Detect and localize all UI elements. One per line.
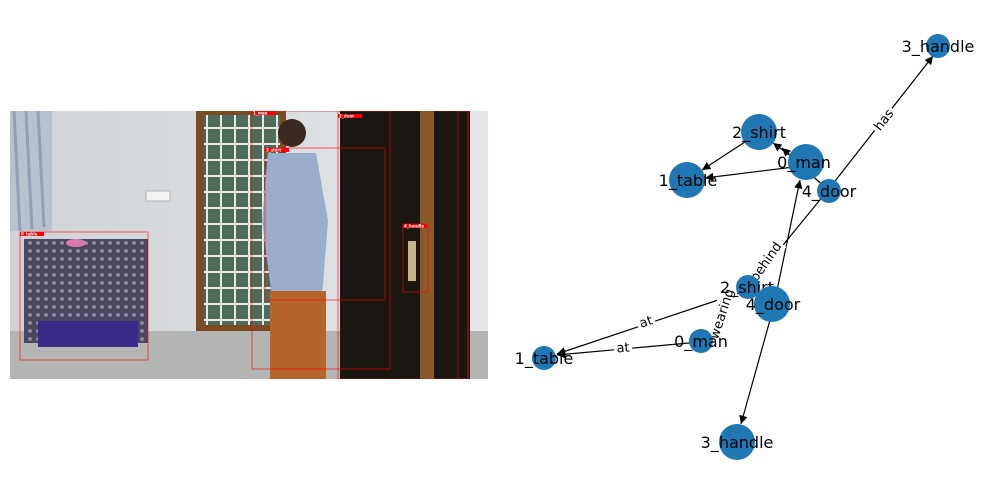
door-handle <box>408 241 416 281</box>
table-base <box>38 321 138 347</box>
box-shirt <box>264 147 386 301</box>
node-label-0-man-top: 0_man <box>777 153 831 173</box>
edge-label-at-2: at <box>616 340 630 356</box>
node-3-handle-bot[interactable] <box>719 424 755 460</box>
node-1-table-bot[interactable] <box>532 346 556 370</box>
edge-man-table-top <box>704 165 803 182</box>
edge-shirt-table-top <box>701 139 749 171</box>
node-2-shirt-bot[interactable] <box>736 275 760 299</box>
box-man <box>251 111 391 370</box>
node-label-4-door-bot: 4_door <box>746 295 801 315</box>
node-label-2-shirt-top: 2_shirt <box>732 123 786 143</box>
box-tag-shirt: 3_shirt <box>266 148 281 153</box>
node-2-shirt-top[interactable] <box>741 114 777 150</box>
node-3-handle-top[interactable] <box>926 34 950 58</box>
node-label-3-handle-bot: 3_handle <box>701 433 774 453</box>
box-tag-handle: 4_handle <box>404 224 424 229</box>
scene-photo: 0_table 1_man 2_door 3_shirt 4_handle <box>10 111 488 379</box>
man-dhoti <box>270 291 326 379</box>
detection-boxes: 0_table 1_man 2_door 3_shirt 4_handle <box>19 111 469 379</box>
box-tag-door: 2_door <box>339 114 354 119</box>
node-label-4-door-top: 4_door <box>802 182 857 202</box>
door-panel <box>420 111 434 379</box>
switch-board <box>145 190 171 202</box>
doorway <box>340 111 470 379</box>
edge-label-at-1: at <box>638 313 655 331</box>
box-tag-man: 1_man <box>253 111 268 116</box>
scene-photo-drawing: 0_table 1_man 2_door 3_shirt 4_handle <box>10 111 488 379</box>
node-4-door-top[interactable] <box>817 179 841 203</box>
edge-door-to-man <box>774 179 803 301</box>
node-0-man-top[interactable] <box>788 144 824 180</box>
box-tag-table: 0_table <box>21 232 38 237</box>
bowl <box>66 239 86 247</box>
node-label-0-man-bot: 0_man <box>674 332 728 352</box>
graph-edges <box>556 55 934 425</box>
node-label-1-table-bot: 1_table <box>515 349 574 369</box>
box-door-edge <box>457 111 469 379</box>
node-0-man-bot[interactable] <box>689 329 713 353</box>
node-label-1-table-top: 1_table <box>659 171 718 191</box>
node-1-table-top[interactable] <box>669 162 705 198</box>
node-label-3-handle-top: 3_handle <box>902 37 975 57</box>
node-4-door-bot[interactable] <box>754 286 790 322</box>
edge-door-handle-bot <box>739 319 771 425</box>
box-table <box>19 231 149 361</box>
man-head <box>278 119 306 147</box>
graph-nodes: 3_handle 2_shirt 0_man 1_table 4_door 2_… <box>515 34 975 460</box>
man-shirt <box>262 153 328 297</box>
